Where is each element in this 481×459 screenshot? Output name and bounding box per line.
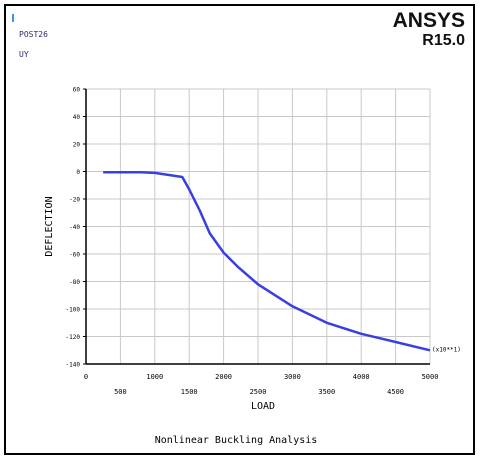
postprocessor-label: POST26: [19, 30, 48, 39]
x-tick-label: 3000: [284, 373, 301, 381]
y-tick-label: -100: [66, 307, 81, 314]
y-tick-label: 40: [73, 114, 81, 121]
x-tick-label: 2500: [250, 388, 267, 396]
plot-window: POST26 UY ANSYS R15.0: [4, 4, 475, 455]
variable-label: UY: [19, 50, 29, 59]
x-axis-title: LOAD: [251, 401, 275, 412]
y-tick-label: -40: [69, 224, 80, 231]
x-tick-label: 1000: [146, 373, 163, 381]
y-tick-label: 0: [76, 169, 80, 176]
y-tick-label: 20: [73, 142, 81, 149]
grid-layer: [86, 88, 431, 364]
x-tick-label: 0: [84, 373, 88, 381]
brand-name: ANSYS: [392, 9, 465, 32]
x-tick-label: 3500: [318, 388, 335, 396]
x-tick-label: 4500: [387, 388, 404, 396]
label-layer: 0 500 1000 1500 2000 2500 3000 3500 4000 4500 5000…: [44, 87, 461, 447]
y-tick-label: -60: [69, 252, 80, 259]
y-tick-label: -120: [66, 334, 81, 341]
window-corner-marker: [12, 14, 14, 22]
x-multiplier-label: (x10**1): [432, 347, 461, 354]
series-layer: [103, 170, 431, 352]
x-tick-label: 5000: [422, 373, 439, 381]
y-tick-label: -80: [69, 279, 80, 286]
x-tick-label: 1500: [181, 388, 198, 396]
deflection-series-line: [103, 170, 431, 352]
brand-version: R15.0: [422, 32, 465, 49]
ansys-logo: ANSYS R15.0: [392, 9, 465, 50]
y-tick-label: 60: [73, 87, 81, 94]
x-tick-label: 2000: [215, 373, 232, 381]
y-tick-label: -140: [66, 362, 81, 369]
x-tick-label: 4000: [353, 373, 370, 381]
axis-layer: [83, 88, 430, 365]
x-tick-label: 500: [114, 388, 127, 396]
y-axis-title: DEFLECTION: [44, 196, 55, 256]
y-tick-label: -20: [69, 197, 80, 204]
chart-title: Nonlinear Buckling Analysis: [155, 435, 318, 446]
